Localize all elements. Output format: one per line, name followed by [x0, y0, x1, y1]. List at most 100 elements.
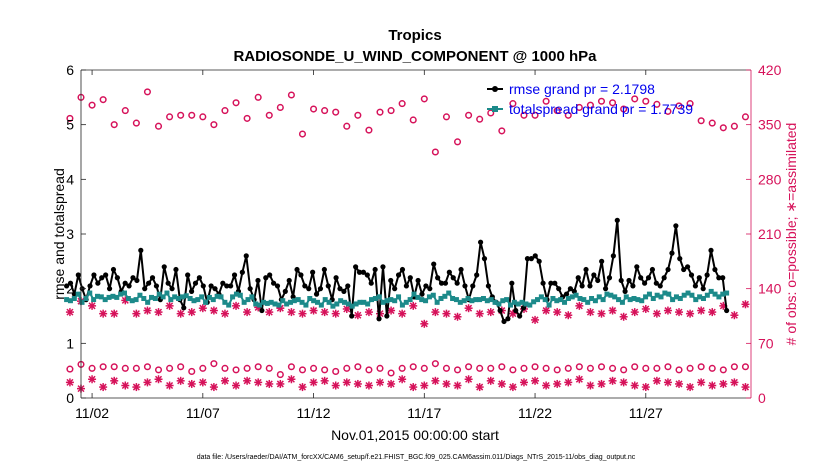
asterisk-stroke — [287, 308, 295, 316]
totalspread-point — [527, 302, 533, 308]
y-tick-label: 6 — [66, 62, 74, 78]
rmse-point — [134, 277, 140, 284]
rmse-point — [99, 275, 105, 281]
totalspread-point — [311, 298, 317, 304]
asterisk-stroke — [166, 302, 174, 310]
obs-possible-marker — [420, 95, 428, 103]
x-tick-label: 11/12 — [297, 405, 331, 421]
asterisk-stroke — [730, 378, 738, 386]
rmse-point — [130, 275, 136, 281]
rmse-point — [501, 318, 507, 325]
totalspread-point — [122, 290, 128, 296]
rmse-point — [403, 283, 409, 289]
totalspread-point — [295, 297, 301, 303]
asterisk-stroke — [332, 310, 340, 318]
asterisk-stroke — [409, 383, 417, 391]
obs-possible-marker — [188, 111, 196, 119]
obs-assimilated-marker — [641, 304, 650, 313]
totalspread-point — [106, 294, 112, 300]
obs-assimilated-marker — [364, 381, 373, 390]
obs-possible-marker — [232, 366, 240, 374]
asterisk-stroke — [321, 377, 329, 385]
obs-possible-marker — [254, 93, 262, 101]
totalspread-point — [646, 291, 652, 297]
obs-possible-marker — [354, 111, 362, 119]
rmse-point — [446, 269, 452, 275]
asterisk-stroke — [287, 375, 295, 383]
obs-possible-marker — [620, 105, 628, 113]
obs-possible-marker — [664, 363, 672, 371]
asterisk-stroke — [620, 378, 628, 386]
rmse-point — [602, 286, 609, 292]
rmse-point — [556, 286, 562, 292]
totalspread-point — [287, 299, 293, 305]
rmse-point — [595, 277, 601, 284]
totalspread-point — [438, 296, 444, 302]
obs-possible-marker — [298, 366, 307, 374]
totalspread-point — [627, 297, 633, 303]
totalspread-point — [145, 299, 151, 305]
y-tick-label: 5 — [66, 117, 74, 133]
asterisk-stroke — [476, 383, 484, 391]
totalspread-point — [326, 299, 332, 305]
asterisk-stroke — [276, 380, 284, 388]
asterisk-stroke — [121, 381, 129, 390]
rmse-point — [634, 264, 640, 270]
asterisk-stroke — [310, 307, 318, 315]
totalspread-point — [639, 298, 645, 304]
rmse-point — [239, 269, 245, 275]
asterisk-stroke — [298, 310, 307, 318]
totalspread-point — [203, 299, 209, 305]
rmse-point — [575, 275, 581, 281]
obs-possible-marker — [653, 364, 661, 372]
totalspread-point — [257, 302, 263, 308]
legend: rmse grand pr = 2.1798 totalspread grand… — [487, 81, 693, 117]
rmse-point — [505, 316, 511, 322]
obs-possible-marker — [531, 111, 539, 119]
obs-assimilated-marker — [165, 381, 174, 390]
rmse-point — [649, 266, 656, 273]
obs-assimilated-marker — [663, 306, 672, 315]
asterisk-stroke — [509, 383, 517, 391]
totalspread-point — [484, 298, 490, 304]
obs-possible-marker — [221, 107, 229, 115]
rmse-point — [333, 275, 339, 281]
obs-possible-marker — [708, 364, 716, 372]
totalspread-point — [550, 296, 556, 302]
asterisk-stroke — [431, 377, 439, 385]
rmse-point — [450, 275, 456, 281]
asterisk-stroke — [199, 304, 207, 312]
totalspread-point — [318, 302, 324, 308]
totalspread-point — [685, 290, 691, 296]
asterisk-stroke — [697, 307, 705, 315]
totalspread-point — [565, 296, 571, 302]
rmse-point — [185, 272, 191, 278]
asterisk-stroke — [719, 380, 727, 388]
totalspread-point — [195, 297, 201, 303]
rmse-point — [419, 291, 425, 297]
totalspread-point — [230, 294, 236, 300]
asterisk-stroke — [642, 383, 650, 391]
obs-possible-marker — [210, 121, 218, 129]
totalspread-point — [75, 291, 81, 297]
obs-possible-marker — [243, 114, 251, 122]
obs-possible-marker — [719, 124, 727, 132]
totalspread-point — [71, 296, 77, 302]
obs-assimilated-marker — [342, 378, 351, 387]
obs-assimilated-marker — [542, 381, 551, 390]
asterisk-stroke — [708, 381, 716, 390]
totalspread-point — [276, 302, 282, 308]
totalspread-point — [388, 297, 394, 303]
obs-assimilated-marker — [220, 309, 229, 318]
asterisk-stroke — [409, 302, 417, 310]
obs-assimilated-marker — [697, 306, 706, 315]
asterisk-stroke — [553, 308, 561, 316]
obs-assimilated-marker — [741, 383, 750, 392]
totalspread-point — [643, 294, 649, 300]
rmse-point — [696, 275, 702, 281]
asterisk-stroke — [664, 307, 672, 315]
obs-assimilated-marker — [486, 376, 495, 385]
rmse-point — [306, 286, 312, 292]
totalspread-point — [712, 291, 718, 297]
asterisk-stroke — [487, 377, 495, 385]
